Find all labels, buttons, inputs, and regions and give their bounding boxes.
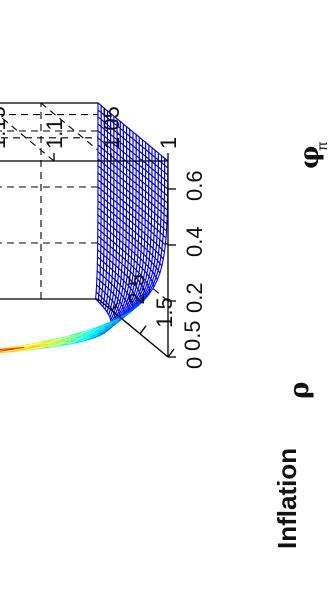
y-tick-label: 1.5 [152,297,177,328]
z-tick-label: 1.05 [99,106,124,149]
x-tick-label: 0.6 [182,170,207,201]
y-axis-title: φ π [295,141,330,169]
surface-layer [0,101,169,358]
x-tick-label: 0.4 [182,226,207,257]
z-axis-title: Inflation [272,448,302,549]
surface-cell [0,346,25,358]
y-tick-label: 0.5 [180,320,205,351]
y-tick-mark [167,348,175,358]
axis-edge [97,298,169,358]
z-tick-label: 1.15 [0,106,10,149]
z-tick-label: 1.1 [42,118,67,149]
grid-line-side-z [0,102,55,162]
x-tick-label: 0.2 [182,282,207,313]
y-axis-title-main: φ [295,145,325,169]
z-tick-label: 1 [156,137,181,149]
x-axis-title: ρ [285,382,315,399]
x-tick-label: 0 [182,357,207,369]
y-axis-title-sub: π [314,141,330,151]
y-tick-mark [139,325,147,335]
y-tick-label: 2.5 [124,274,149,305]
y-tick-mark [111,302,119,311]
tick-layer: 1 1.05 1.1 1.15 0 0.2 0.4 0.6 0.51.52.5 [0,106,207,369]
